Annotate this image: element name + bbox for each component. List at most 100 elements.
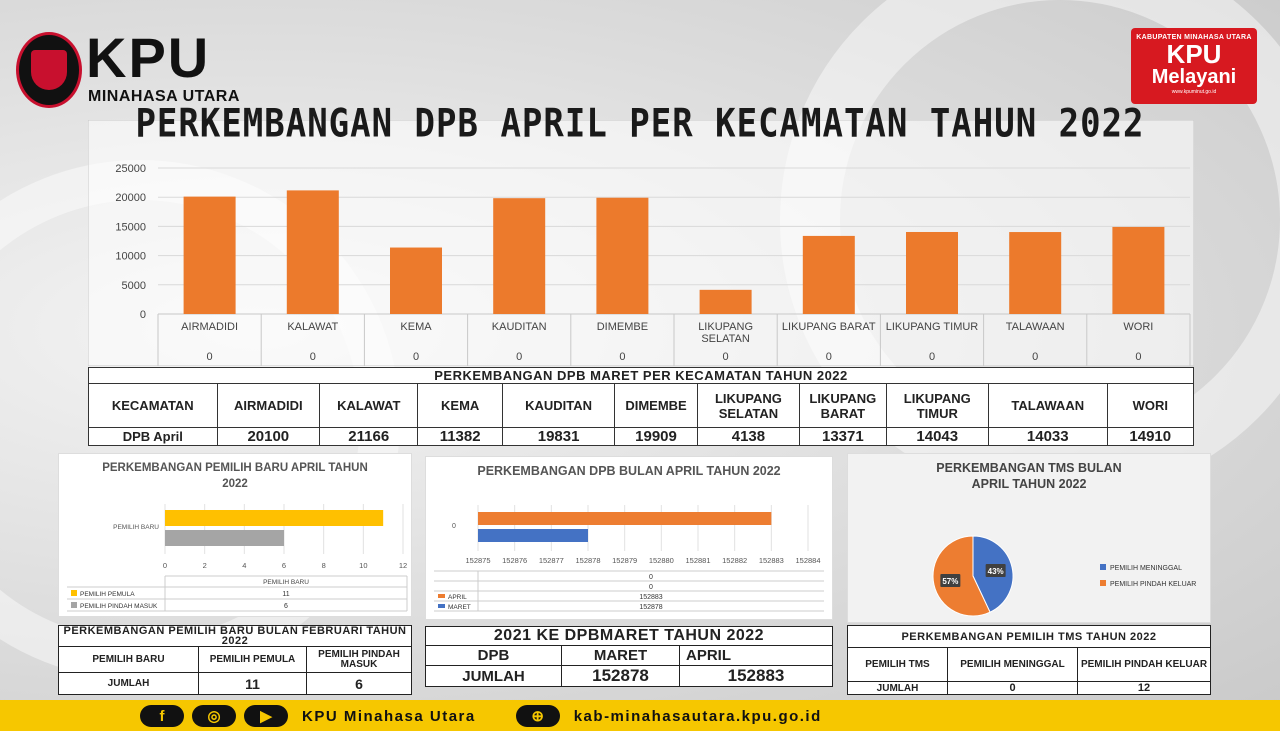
bar (183, 196, 236, 314)
x-category-label: KEMA (400, 321, 432, 333)
march-table-value: 20100 (216, 427, 321, 446)
main-chart-svg: 0 5000 10000 15000 20000 25000 AIRMADIDI 0 KALAW… (88, 120, 1194, 366)
right-logo-url: www.kpuminut.go.id (1171, 89, 1217, 95)
x-tick-label: 152880 (649, 556, 674, 565)
kpu-logo: KPU MINAHASA UTARA (16, 28, 256, 108)
bar (478, 529, 588, 542)
y-tick-label: 0 (140, 309, 146, 321)
x-category-label: KAUDITAN (492, 321, 547, 333)
x-category-label: SELATAN (701, 333, 750, 345)
y-tick-label: 5000 (122, 280, 146, 292)
x-category-label: DIMEMBE (597, 321, 648, 333)
x-tick-label: 152879 (612, 556, 637, 565)
x-category-label: LIKUPANG BARAT (782, 321, 876, 333)
instagram-icon[interactable]: ◎ (192, 705, 236, 727)
facebook-icon[interactable]: f (140, 705, 184, 727)
tms-table-col3: PEMILIH PINDAH KELUAR (1077, 647, 1211, 682)
x-tick-label: 152882 (722, 556, 747, 565)
x-category-label: TALAWAAN (1006, 321, 1065, 333)
main-bar-chart: 0 5000 10000 15000 20000 25000 AIRMADIDI 0 KALAW… (88, 120, 1194, 366)
footer-account: KPU Minahasa Utara (302, 707, 476, 725)
x-tick-label: 2 (203, 561, 207, 570)
bar (493, 198, 546, 314)
march-table-value: 14043 (885, 427, 990, 446)
feb-table-col3: PEMILIH PINDAH MASUK (306, 646, 412, 673)
tms-table-val3: 12 (1077, 681, 1211, 695)
pie-slice (932, 535, 991, 617)
bar (802, 235, 855, 314)
right-logo-top: KABUPATEN MINAHASA UTARA (1136, 34, 1252, 41)
category-table-value: 0 (310, 351, 316, 363)
march-table-column-header: DIMEMBE (614, 383, 698, 428)
legend-series-value: 11 (282, 591, 289, 598)
bar (478, 512, 772, 525)
category-table-value: 0 (723, 351, 729, 363)
dpb-table-col2: MARET (561, 645, 680, 666)
march-table-column-header: LIKUPANG BARAT (799, 383, 887, 428)
dpb-table-col3: APRIL (679, 645, 833, 666)
legend-series-value: 152883 (639, 594, 662, 601)
legend-swatch (1100, 564, 1106, 570)
category-table-value: 0 (1032, 351, 1038, 363)
legend-swatch (438, 594, 445, 598)
legend-table-header: PEMILIH BARU (263, 579, 309, 586)
y-category-label: PEMILIH BARU (113, 524, 159, 531)
feb-table: PERKEMBANGAN PEMILIH BARU BULAN FEBRUARI… (58, 625, 412, 695)
x-tick-label: 10 (359, 561, 367, 570)
march-table-value: 4138 (696, 427, 801, 446)
legend-series-name: PEMILIH PINDAH KELUAR (1110, 581, 1196, 588)
youtube-icon[interactable]: ▶ (244, 705, 288, 727)
march-table-value: 11382 (417, 427, 503, 446)
x-tick-label: 6 (282, 561, 286, 570)
x-tick-label: 152881 (685, 556, 710, 565)
bar (390, 247, 442, 314)
x-tick-label: 0 (163, 561, 167, 570)
pemilih-baru-chart-svg: 0 2 4 6 8 10 12 PEMILIH BARU PEMILIH BARU PEMILIH… (67, 504, 408, 612)
march-table-column-header: WORI (1106, 383, 1195, 428)
dpb-table-title: 2021 KE DPBMARET TAHUN 2022 (425, 626, 833, 646)
march-table-column-header: KEMA (417, 383, 503, 428)
pie-data-label: 43% (988, 567, 1004, 576)
legend-series-value: 6 (284, 603, 288, 610)
category-table-value: 0 (1135, 351, 1141, 363)
march-table-column-header: LIKUPANG SELATAN (696, 383, 801, 428)
y-tick-label: 10000 (115, 251, 146, 263)
x-category-label: LIKUPANG (698, 321, 753, 333)
x-category-label: KALAWAT (287, 321, 338, 333)
footer-bar: f ◎ ▶ KPU Minahasa Utara ⊕ kab-minahasau… (0, 700, 1280, 731)
march-table: PERKEMBANGAN DPB MARET PER KECAMATAN TAH… (88, 367, 1195, 446)
feb-table-row-label: JUMLAH (58, 672, 199, 695)
legend-swatch (438, 604, 445, 608)
right-logo-kpu: KPU (1166, 39, 1222, 69)
march-table-column-header: AIRMADIDI (216, 383, 321, 428)
tms-pie-chart-svg: 43% 57% PEMILIH MENINGGAL PEMILIH PINDAH KE… (932, 535, 1196, 617)
x-category-label: AIRMADIDI (181, 321, 238, 333)
x-tick-label: 4 (242, 561, 246, 570)
pemilih-baru-chart-panel: 0 2 4 6 8 10 12 PEMILIH BARU PEMILIH BARU PEMILIH… (58, 453, 412, 617)
dpb-table-col1: DPB (425, 645, 562, 666)
kpu-melayani-logo: KABUPATEN MINAHASA UTARA KPU Melayani ww… (1131, 28, 1257, 104)
dpb-table-val2: 152878 (561, 665, 680, 687)
dpb-table-row-label: JUMLAH (425, 665, 562, 687)
legend-series-value: 0 (649, 584, 653, 591)
y-category-label: 0 (452, 523, 456, 530)
y-tick-label: 15000 (115, 221, 146, 233)
x-tick-label: 152877 (539, 556, 564, 565)
bar (906, 231, 958, 314)
march-table-title: PERKEMBANGAN DPB MARET PER KECAMATAN TAH… (88, 367, 1194, 384)
legend-series-value: 0 (649, 574, 653, 581)
bar (286, 190, 339, 314)
march-table-value: 21166 (319, 427, 419, 446)
march-table-value: 14033 (988, 427, 1108, 446)
x-tick-label: 152875 (465, 556, 490, 565)
feb-table-col2: PEMILIH PEMULA (198, 646, 307, 673)
x-tick-label: 152883 (759, 556, 784, 565)
web-icon[interactable]: ⊕ (515, 705, 560, 727)
footer-website[interactable]: kab-minahasautara.kpu.go.id (573, 707, 822, 725)
category-table-value: 0 (619, 351, 625, 363)
tms-table-col2: PEMILIH MENINGGAL (947, 647, 1078, 682)
page-title: PERKEMBANGAN DPB APRIL PER KECAMATAN TAH… (135, 101, 1145, 147)
dpb-april-chart-title: PERKEMBANGAN DPB BULAN APRIL TAHUN 2022 (477, 464, 781, 478)
dpb-table: 2021 KE DPBMARET TAHUN 2022 DPB MARET AP… (425, 626, 833, 687)
legend-swatch (71, 590, 77, 596)
